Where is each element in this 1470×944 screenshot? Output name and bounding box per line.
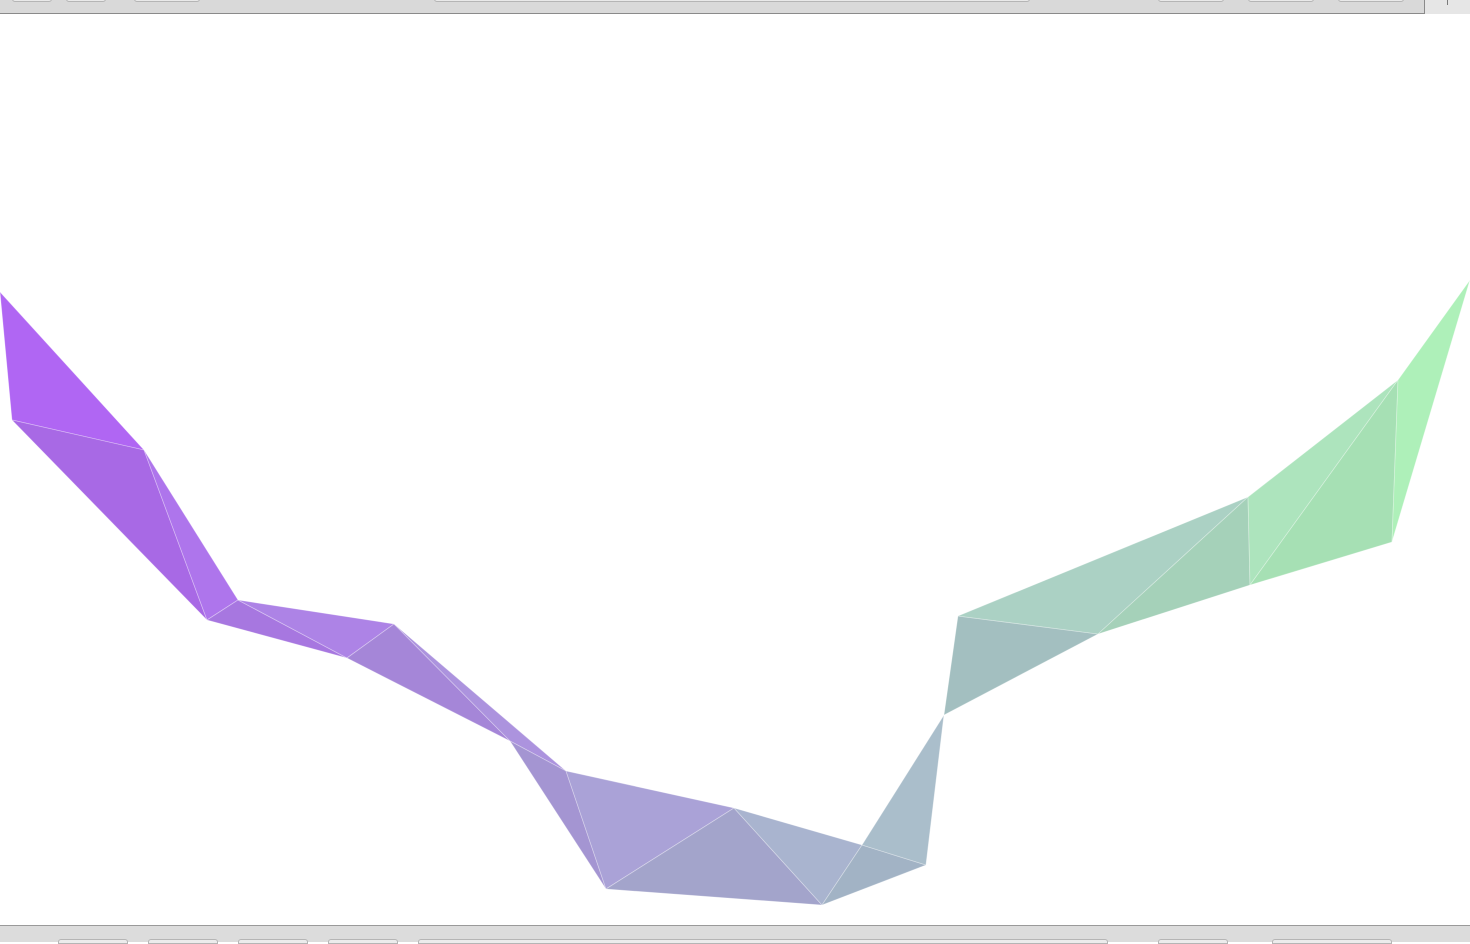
- ribbon-facet: [1391, 279, 1470, 543]
- toolbar-tab[interactable]: [1158, 0, 1224, 2]
- canvas-area: [0, 15, 1470, 925]
- ribbon-facet: [1391, 279, 1470, 543]
- scrollbar-cap[interactable]: [1424, 0, 1470, 14]
- toolbar-address-field[interactable]: [434, 0, 1030, 2]
- ribbon-facet: [393, 623, 567, 772]
- ribbon-facet: [925, 714, 945, 866]
- ribbon-facet: [861, 714, 945, 866]
- top-toolbar: [0, 0, 1470, 14]
- toolbar-tab[interactable]: [1338, 0, 1404, 2]
- toolbar-tab[interactable]: [1248, 0, 1314, 2]
- ribbon-facet: [346, 623, 511, 742]
- bottom-toolbar: [0, 925, 1470, 944]
- polygon-ribbon: [0, 279, 1470, 906]
- toolbar-tab[interactable]: [66, 0, 106, 2]
- toolbar-tab[interactable]: [12, 0, 52, 2]
- toolbar-tab[interactable]: [134, 0, 200, 2]
